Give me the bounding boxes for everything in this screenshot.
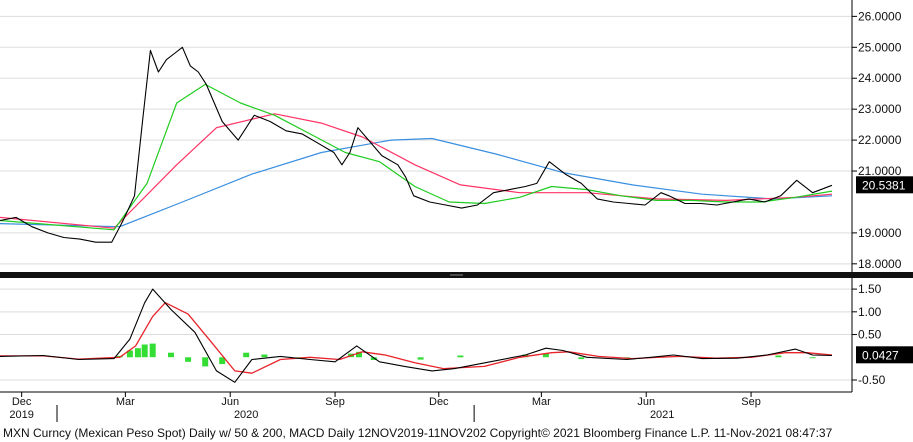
macd-histogram-bar — [149, 343, 156, 358]
macd-tick-label: 1.50 — [858, 282, 882, 296]
macd-last-badge-box — [856, 346, 913, 364]
macd-last-badge: 0.0427 — [856, 346, 913, 364]
macd-histogram-bar — [126, 350, 133, 358]
macd-histogram-bar — [417, 357, 424, 360]
price-panel-series — [0, 46, 833, 243]
footer-background — [0, 424, 913, 442]
macd-histogram-bar — [243, 352, 250, 358]
price-last-badge-text: 20.5381 — [862, 178, 906, 192]
x-month-label: Dec — [429, 396, 449, 408]
price-last-badge: 20.5381 — [856, 176, 913, 194]
price-tick-label: 19.0000 — [858, 226, 902, 240]
x-month-label: Sep — [325, 396, 345, 408]
price-panel-grid — [0, 15, 852, 265]
x-year-label: 2019 — [9, 409, 33, 421]
macd-histogram-bar — [457, 355, 464, 358]
price-line — [0, 46, 833, 243]
x-axis-labels: Dec Mar Jun Sep Dec Mar Jun Sep 2019 2020 2021 — [9, 392, 761, 422]
macd-histogram-bar — [809, 357, 816, 359]
macd-tick-label: -0.50 — [858, 373, 886, 387]
ma-long-line — [0, 113, 833, 229]
price-tick-label: 18.0000 — [858, 257, 902, 271]
macd-histogram-bar — [202, 357, 209, 367]
macd-line — [0, 288, 833, 383]
macd-histogram-bar — [141, 344, 148, 358]
price-panel-background — [0, 0, 913, 272]
macd-histogram-bar — [219, 357, 226, 365]
price-tick-label: 24.0000 — [858, 71, 902, 85]
macd-histogram-bar — [134, 348, 141, 358]
macd-axis-ticks: 1.50 1.00 0.50 -0.50 — [852, 282, 886, 387]
x-month-label: Mar — [116, 396, 135, 408]
price-axis-ticks: 26.0000 25.0000 24.0000 23.0000 22.0000 21.00… — [852, 9, 902, 271]
x-month-label: Sep — [741, 396, 761, 408]
x-month-label: Mar — [532, 396, 551, 408]
price-tick-label: 26.0000 — [858, 9, 902, 23]
price-tick-label: 21.0000 — [858, 164, 902, 178]
macd-histogram-bar — [542, 353, 549, 358]
macd-panel-series — [0, 288, 833, 383]
price-tick-label: 22.0000 — [858, 133, 902, 147]
macd-histogram-bar — [775, 355, 782, 358]
macd-histogram-bar — [185, 357, 192, 362]
x-month-label: Dec — [12, 396, 32, 408]
macd-histogram-bar — [356, 351, 362, 358]
ma-short-line — [0, 83, 833, 231]
x-month-label: Jun — [221, 396, 239, 408]
macd-histogram-bar — [370, 357, 377, 360]
macd-last-badge-text: 0.0427 — [862, 348, 899, 362]
ma-200-line — [0, 137, 833, 228]
x-month-label: Jun — [637, 396, 655, 408]
macd-histogram-bar — [578, 357, 585, 360]
macd-histogram-bar — [261, 354, 268, 358]
x-year-label: 2020 — [234, 409, 258, 421]
chart-footer: MXN Curncy (Mexican Peso Spot) Daily w/ … — [3, 426, 833, 440]
price-last-badge-box — [856, 176, 913, 194]
x-year-label: 2021 — [650, 409, 674, 421]
macd-histogram-bar — [168, 352, 174, 358]
macd-tick-label: 0.50 — [858, 328, 882, 342]
price-tick-label: 25.0000 — [858, 40, 902, 54]
macd-tick-label: 1.00 — [858, 305, 882, 319]
price-tick-label: 23.0000 — [858, 102, 902, 116]
macd-panel-grid — [0, 288, 852, 381]
